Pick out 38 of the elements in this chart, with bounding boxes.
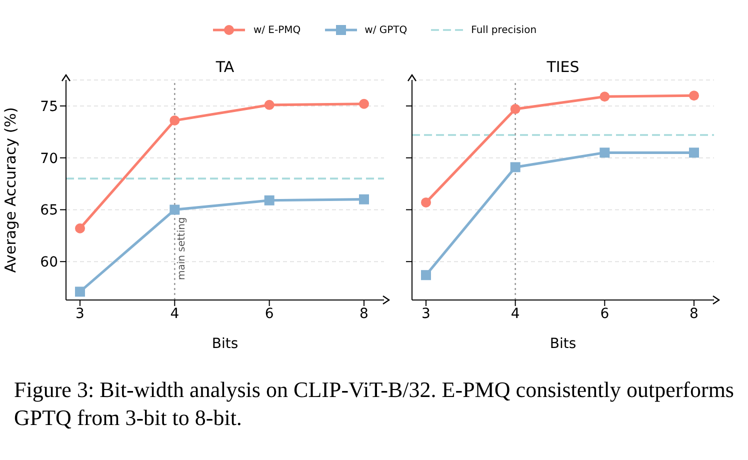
point [264,195,274,206]
point [689,148,699,158]
y-tick-label: 75 [40,98,58,115]
point [170,204,180,215]
point [600,92,610,102]
x-tick-label: 8 [690,306,698,322]
y-tick-label: 70 [40,150,58,167]
x-tick-label: 4 [170,306,180,322]
x-tick-label: 4 [510,306,520,322]
x-tick-label: 6 [600,306,610,322]
point [421,197,431,208]
point [421,270,431,280]
point [510,104,520,114]
x-tick-label: 6 [264,306,274,322]
point [170,115,180,126]
point [359,194,369,204]
y-axis-title: Average Accuracy (%) [1,107,20,273]
point [600,148,610,158]
x-axis-title: Bits [550,336,576,352]
legend-label: w/ E-PMQ [253,24,301,36]
x-tick-label: 3 [422,306,430,322]
point [264,100,274,110]
ref-line-label: main setting [176,217,188,280]
x-axis-title: Bits [212,336,238,352]
caption: Figure 3: Bit-width analysis on CLIP-ViT-B/32. E-PMQ consistently outperforms GPTQ from 3-bit to 8-bit. [14,376,734,432]
point [75,223,85,234]
legend-label: Full precision [471,24,537,36]
point [689,90,699,101]
y-tick-label: 60 [40,254,58,271]
x-tick-label: 3 [76,306,84,322]
y-tick-label: 65 [40,202,58,219]
point [359,98,369,109]
chart-title: TIES [546,58,580,76]
point [510,162,520,172]
chart-title: TA [214,58,236,76]
point [75,286,85,297]
x-tick-label: 8 [360,306,368,322]
legend-label: w/ GPTQ [364,24,408,36]
